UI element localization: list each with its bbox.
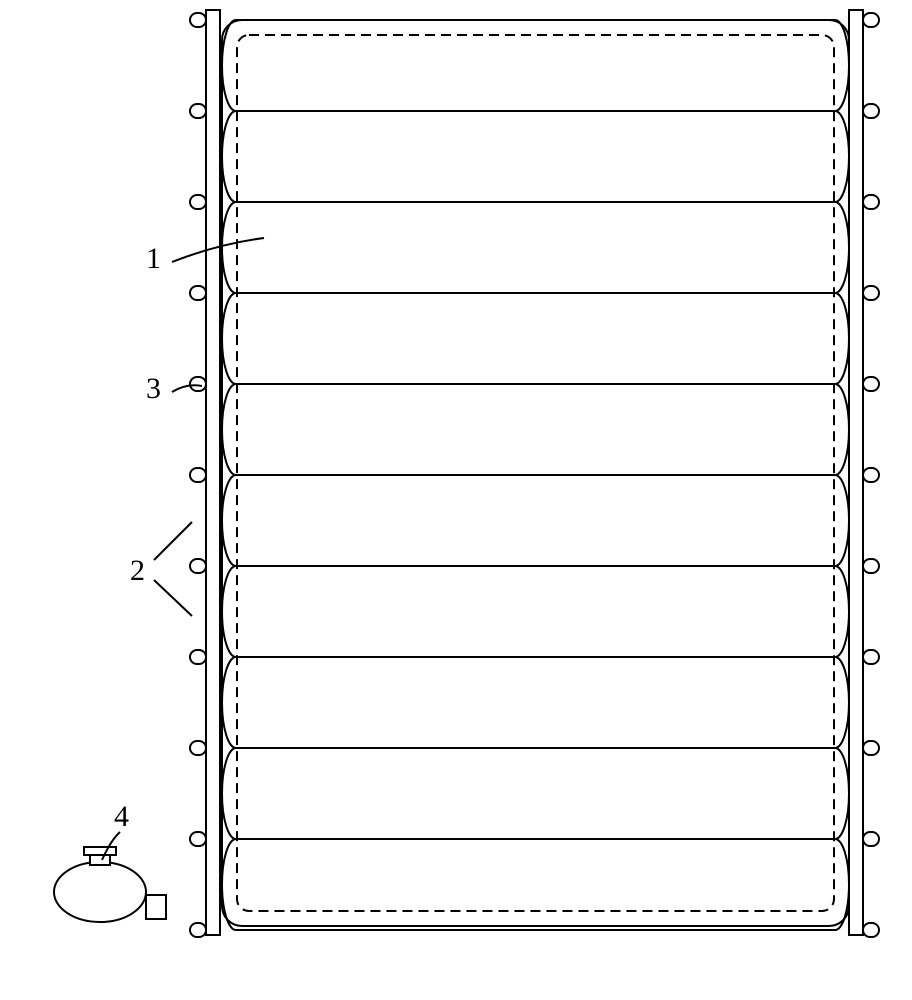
right-connector [863,377,879,391]
right-connector [863,923,879,937]
right-connector [863,13,879,27]
right-connector [863,650,879,664]
diagram-canvas: 1 3 2 4 [0,0,912,1000]
tube-row [222,111,849,202]
right-connector [863,468,879,482]
left-manifold [206,10,220,935]
callout-label-3: 3 [146,372,161,405]
right-connector [863,559,879,573]
tube-row [222,748,849,839]
tube-row [222,384,849,475]
inner-dashed-boundary [237,35,834,911]
left-connector [190,741,206,755]
left-connector [190,195,206,209]
callout-label-4: 4 [114,800,129,833]
tube-row [222,839,849,930]
left-connector [190,104,206,118]
right-connector [863,832,879,846]
right-connector [863,195,879,209]
right-connector [863,741,879,755]
pump [54,847,166,922]
tube-row [222,293,849,384]
tube-row [222,475,849,566]
left-connector [190,286,206,300]
tube-row [222,566,849,657]
left-connector [190,559,206,573]
right-manifold [849,10,863,935]
callout-label-2: 2 [130,554,145,587]
tube-row [222,202,849,293]
left-connector [190,377,206,391]
left-connector [190,650,206,664]
callout-label-1: 1 [146,242,161,275]
left-connector [190,923,206,937]
left-connector [190,832,206,846]
right-connector [863,104,879,118]
left-connector [190,13,206,27]
left-connector [190,468,206,482]
tube-row [222,20,849,111]
tube-row [222,657,849,748]
right-connector [863,286,879,300]
